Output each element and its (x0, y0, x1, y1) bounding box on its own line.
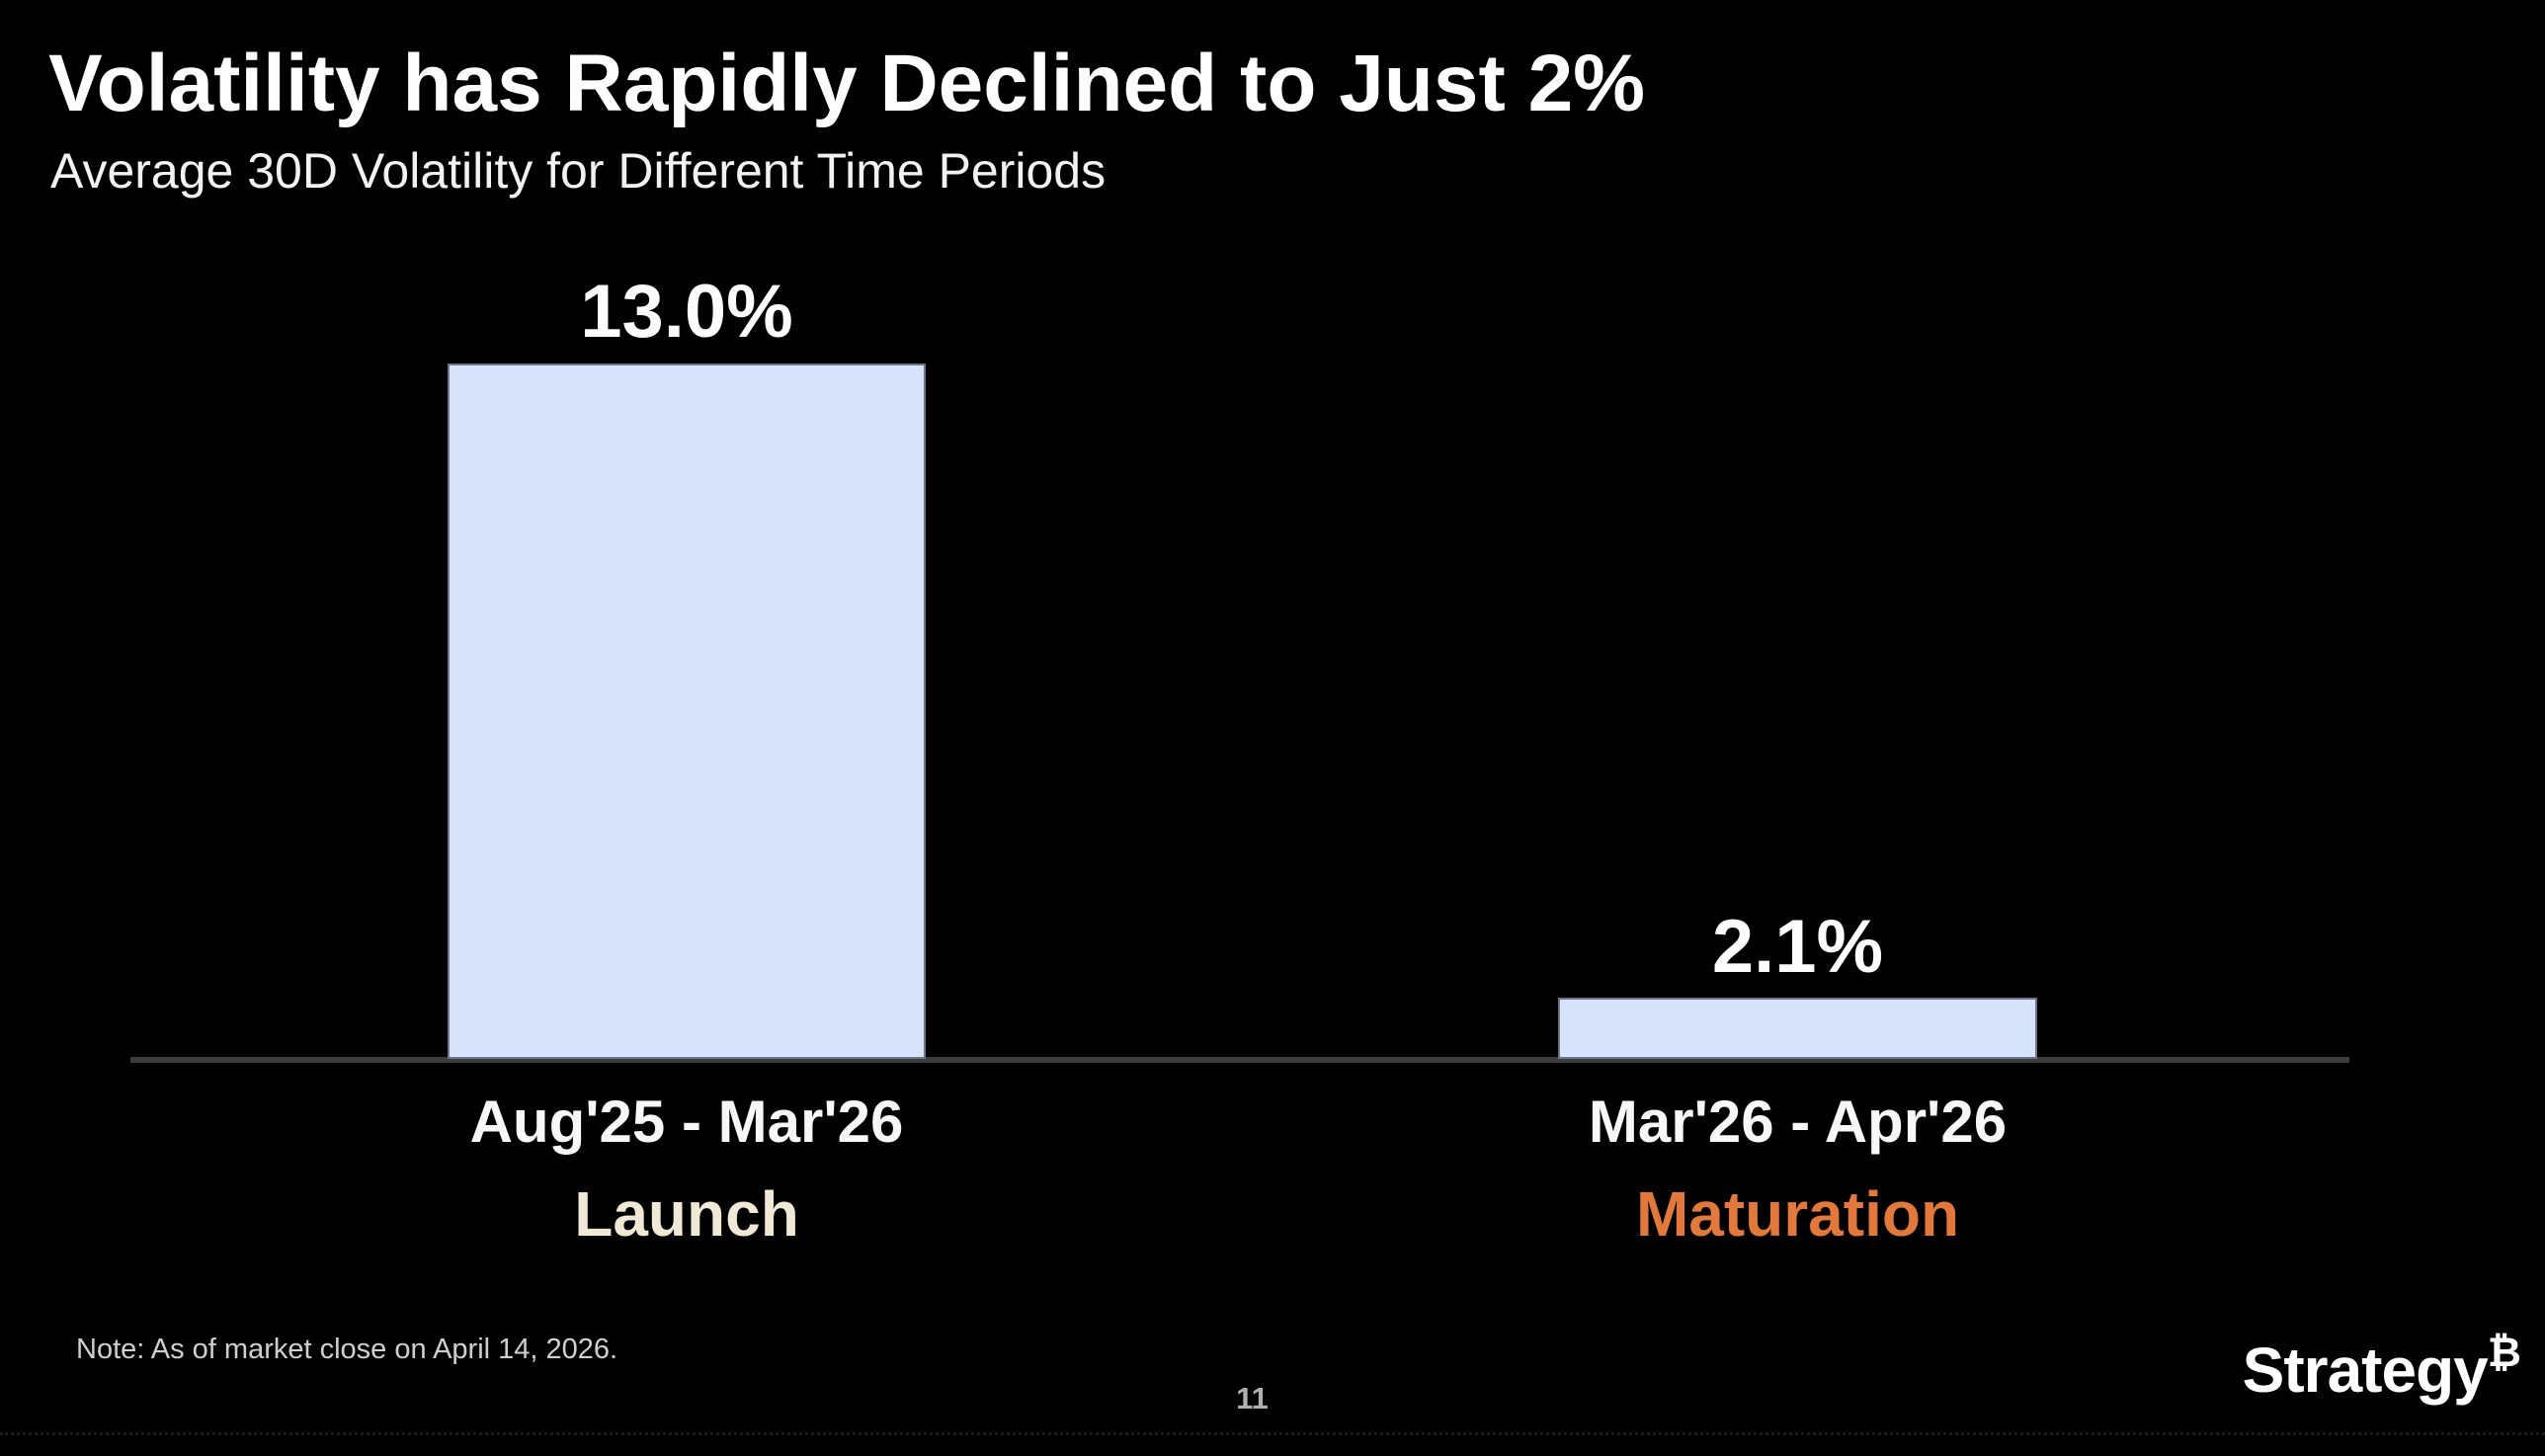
slide-subtitle: Average 30D Volatility for Different Tim… (50, 143, 1107, 199)
bar-launch (448, 364, 926, 1059)
category-label-maturation: Mar'26 - Apr'26 (1588, 1089, 2008, 1155)
bar-group-launch: 13.0% Aug'25 - Mar'26 Launch (448, 0, 926, 1456)
x-axis-line (130, 1057, 2349, 1063)
bitcoin-icon: ₿ (2487, 1329, 2521, 1375)
bar-group-maturation: 2.1% Mar'26 - Apr'26 Maturation (1558, 0, 2037, 1456)
footnote: Note: As of market close on April 14, 20… (76, 1334, 618, 1365)
phase-label-maturation: Maturation (1635, 1178, 1960, 1250)
strategy-logo-text: Strategy (2242, 1335, 2489, 1406)
bar-maturation (1558, 998, 2037, 1059)
category-label-launch: Aug'25 - Mar'26 (469, 1089, 904, 1155)
slide-title: Volatility has Rapidly Declined to Just … (48, 39, 1646, 128)
page-number: 11 (1236, 1381, 1269, 1416)
strategy-logo: Strategy₿ (2243, 1329, 2521, 1403)
bottom-dotted-divider (0, 1432, 2545, 1435)
bar-value-label-maturation: 2.1% (1711, 905, 1884, 989)
phase-label-launch: Launch (574, 1178, 799, 1250)
bar-value-label-launch: 13.0% (580, 270, 793, 354)
